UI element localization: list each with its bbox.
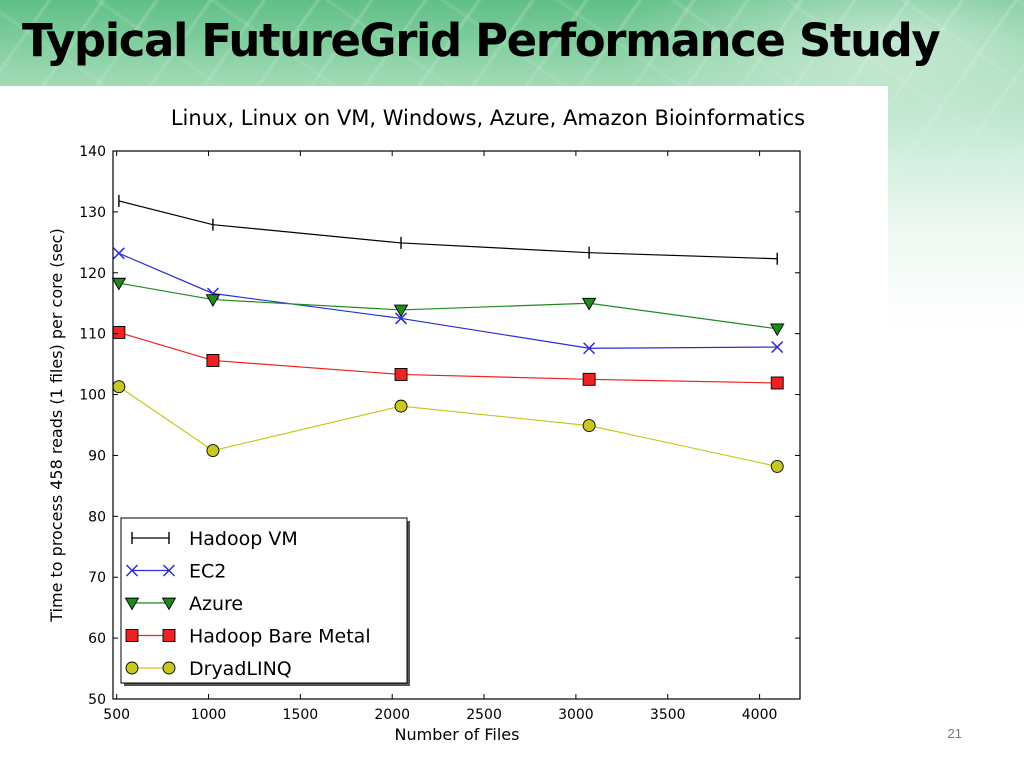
x-tick-label: 3500 — [650, 707, 686, 723]
legend-label: Hadoop VM — [189, 528, 298, 550]
page-number: 21 — [947, 726, 962, 741]
y-tick-label: 70 — [88, 570, 106, 586]
series-dryadlinq — [112, 380, 784, 473]
data-point — [206, 444, 220, 458]
data-point — [394, 368, 408, 381]
data-point — [770, 459, 784, 473]
plot-area — [111, 150, 801, 700]
series-line — [118, 252, 778, 349]
data-point — [394, 312, 408, 325]
legend-marker — [161, 597, 177, 611]
data-point — [111, 277, 127, 291]
legend-label: EC2 — [189, 561, 226, 583]
chart-title: Linux, Linux on VM, Windows, Azure, Amaz… — [171, 106, 805, 130]
legend-marker — [124, 597, 140, 611]
series-ec2 — [112, 247, 784, 355]
legend-entry: Hadoop Bare Metal — [125, 626, 371, 648]
y-tick-label: 140 — [79, 144, 106, 160]
data-point — [581, 297, 597, 311]
x-axis-label: Number of Files — [395, 725, 520, 744]
legend-marker — [162, 629, 176, 642]
y-tick-label: 130 — [79, 205, 106, 221]
data-point — [206, 354, 220, 367]
legend-label: DryadLINQ — [189, 658, 292, 680]
legend-entry: Hadoop VM — [131, 528, 298, 550]
series-hadoop-bare-metal — [112, 325, 784, 390]
slide-title: Typical FutureGrid Performance Study — [22, 14, 941, 67]
series-hadoop-vm — [118, 194, 778, 265]
series-line — [118, 200, 778, 260]
data-point — [771, 341, 784, 354]
y-tick-label: 90 — [88, 448, 106, 464]
legend-marker — [125, 661, 139, 675]
data-point — [770, 376, 784, 390]
series-azure — [111, 277, 785, 337]
data-point — [393, 304, 409, 318]
data-point — [769, 323, 785, 337]
series-line — [118, 282, 778, 330]
x-tick-label: 500 — [103, 707, 130, 723]
y-tick-label: 60 — [88, 631, 106, 647]
x-axis: 500 1000 1500 2000 2500 3000 3500 4000 — [103, 151, 777, 723]
y-tick-label: 100 — [79, 388, 106, 404]
x-tick-label: 2000 — [374, 707, 410, 723]
y-axis: 50 60 70 80 90 100 110 120 130 140 — [79, 144, 800, 708]
legend-marker — [125, 629, 139, 642]
data-point — [112, 380, 126, 394]
data-point — [394, 399, 408, 413]
y-tick-label: 80 — [88, 509, 106, 525]
figure-panel: Linux, Linux on VM, Windows, Azure, Amaz… — [0, 86, 888, 766]
legend-entry: Azure — [124, 593, 243, 615]
y-axis-label: Time to process 458 reads (1 files) per … — [47, 228, 66, 622]
legend: Hadoop VM EC2 Azure Hadoop Bare Metal DryadL… — [120, 517, 410, 686]
line-chart: Linux, Linux on VM, Windows, Azure, Amaz… — [47, 106, 805, 744]
x-tick-label: 1500 — [283, 707, 319, 723]
data-point — [112, 247, 125, 260]
legend-marker — [162, 661, 176, 675]
y-tick-label: 50 — [88, 692, 106, 708]
legend-entry: EC2 — [125, 561, 226, 583]
legend-marker — [125, 564, 139, 577]
x-tick-label: 2500 — [466, 707, 502, 723]
legend-marker — [162, 564, 176, 577]
data-point — [112, 325, 126, 339]
y-tick-label: 110 — [79, 327, 106, 343]
legend-label: Azure — [189, 593, 243, 615]
data-point — [205, 294, 221, 307]
legend-entry: DryadLINQ — [125, 658, 292, 680]
legend-label: Hadoop Bare Metal — [189, 626, 371, 648]
x-tick-label: 4000 — [742, 707, 778, 723]
data-point — [582, 372, 596, 386]
data-point — [583, 342, 596, 355]
plot-frame — [112, 150, 801, 700]
x-tick-label: 1000 — [191, 707, 227, 723]
data-point — [582, 419, 596, 433]
x-tick-label: 3000 — [558, 707, 594, 723]
y-tick-label: 120 — [79, 266, 106, 282]
